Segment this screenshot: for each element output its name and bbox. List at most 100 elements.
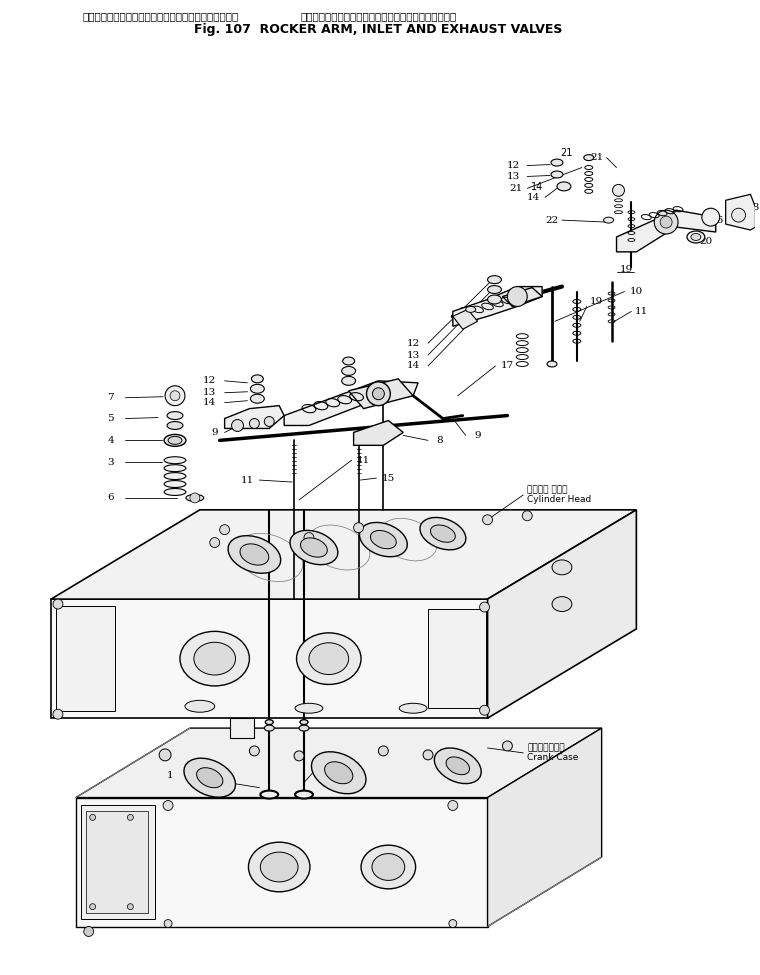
Circle shape — [732, 209, 746, 222]
Circle shape — [249, 746, 259, 756]
Ellipse shape — [167, 411, 183, 419]
Ellipse shape — [488, 295, 502, 304]
Text: 9: 9 — [211, 428, 218, 437]
Ellipse shape — [551, 171, 563, 178]
Text: 13: 13 — [507, 172, 520, 181]
Circle shape — [163, 800, 173, 810]
Ellipse shape — [552, 560, 572, 575]
Ellipse shape — [164, 473, 186, 480]
Ellipse shape — [399, 703, 427, 714]
Ellipse shape — [168, 437, 182, 445]
Circle shape — [480, 705, 489, 716]
Text: 13: 13 — [407, 351, 420, 360]
Polygon shape — [230, 719, 255, 738]
Circle shape — [508, 287, 527, 306]
Circle shape — [220, 525, 230, 534]
Ellipse shape — [265, 720, 274, 724]
Circle shape — [90, 814, 96, 820]
Text: 21: 21 — [510, 184, 523, 193]
Ellipse shape — [264, 725, 274, 731]
Circle shape — [304, 532, 314, 542]
Text: 9: 9 — [474, 431, 481, 440]
Ellipse shape — [547, 361, 557, 367]
Text: Cylinder Head: Cylinder Head — [527, 495, 591, 504]
Ellipse shape — [228, 535, 280, 573]
Text: 21: 21 — [590, 153, 603, 162]
Ellipse shape — [164, 435, 186, 447]
Circle shape — [613, 184, 625, 196]
Text: 12: 12 — [507, 161, 520, 170]
Ellipse shape — [261, 852, 298, 881]
Text: 8: 8 — [436, 436, 443, 445]
Polygon shape — [453, 309, 477, 330]
Ellipse shape — [194, 643, 236, 675]
Ellipse shape — [164, 488, 186, 495]
Polygon shape — [488, 728, 602, 926]
Circle shape — [232, 419, 243, 432]
Polygon shape — [81, 805, 155, 918]
Circle shape — [210, 537, 220, 548]
Text: 20: 20 — [699, 238, 712, 247]
Ellipse shape — [164, 465, 186, 472]
Circle shape — [264, 416, 274, 426]
Polygon shape — [76, 798, 488, 926]
Text: 17: 17 — [501, 362, 514, 371]
Polygon shape — [76, 728, 602, 798]
Ellipse shape — [342, 376, 356, 385]
Ellipse shape — [197, 767, 223, 788]
Ellipse shape — [552, 597, 572, 611]
Text: 2: 2 — [335, 754, 342, 762]
Text: 18: 18 — [747, 203, 760, 212]
Text: Crank Case: Crank Case — [527, 754, 578, 762]
Circle shape — [448, 800, 458, 810]
Ellipse shape — [584, 155, 594, 161]
Text: 19: 19 — [590, 297, 603, 306]
Ellipse shape — [466, 306, 476, 312]
Text: 11: 11 — [357, 455, 370, 465]
Circle shape — [449, 919, 457, 927]
Text: 7: 7 — [107, 393, 114, 403]
Text: 6: 6 — [107, 493, 114, 502]
Circle shape — [701, 209, 720, 226]
Ellipse shape — [184, 759, 236, 798]
Circle shape — [423, 750, 433, 760]
Text: 16: 16 — [711, 215, 724, 224]
Circle shape — [84, 926, 93, 936]
Ellipse shape — [300, 720, 308, 724]
Ellipse shape — [603, 217, 613, 223]
Polygon shape — [428, 609, 486, 708]
Ellipse shape — [488, 276, 502, 284]
Ellipse shape — [295, 703, 323, 714]
Ellipse shape — [300, 538, 328, 557]
Polygon shape — [488, 510, 636, 719]
Ellipse shape — [343, 357, 355, 365]
Polygon shape — [349, 379, 413, 409]
Text: 10: 10 — [630, 287, 643, 296]
Circle shape — [522, 511, 532, 521]
Polygon shape — [502, 288, 542, 306]
Ellipse shape — [342, 367, 356, 375]
Text: 22: 22 — [546, 215, 559, 224]
Ellipse shape — [164, 456, 186, 464]
Circle shape — [654, 211, 678, 234]
Ellipse shape — [290, 530, 338, 565]
Text: 11: 11 — [635, 307, 648, 316]
Polygon shape — [51, 599, 488, 719]
Circle shape — [190, 493, 200, 503]
Text: 14: 14 — [203, 398, 217, 408]
Text: 21: 21 — [561, 147, 573, 158]
Circle shape — [353, 523, 363, 532]
Ellipse shape — [250, 384, 264, 393]
Ellipse shape — [167, 421, 183, 429]
Polygon shape — [284, 381, 418, 425]
Text: 22: 22 — [459, 307, 473, 316]
Text: 5: 5 — [107, 414, 114, 423]
Text: シリンダ ヘッド: シリンダ ヘッド — [527, 486, 568, 494]
Ellipse shape — [296, 633, 361, 684]
Circle shape — [53, 709, 63, 720]
Ellipse shape — [370, 530, 396, 549]
Circle shape — [165, 386, 185, 406]
Circle shape — [483, 515, 492, 525]
Text: ロッカーアーム、インレットおよびエキゾーストバルブ: ロッカーアーム、インレットおよびエキゾーストバルブ — [82, 11, 238, 20]
Text: ロッカーアーム、インレットおよびエキゾーストバルブ: ロッカーアーム、インレットおよびエキゾーストバルブ — [300, 11, 457, 20]
